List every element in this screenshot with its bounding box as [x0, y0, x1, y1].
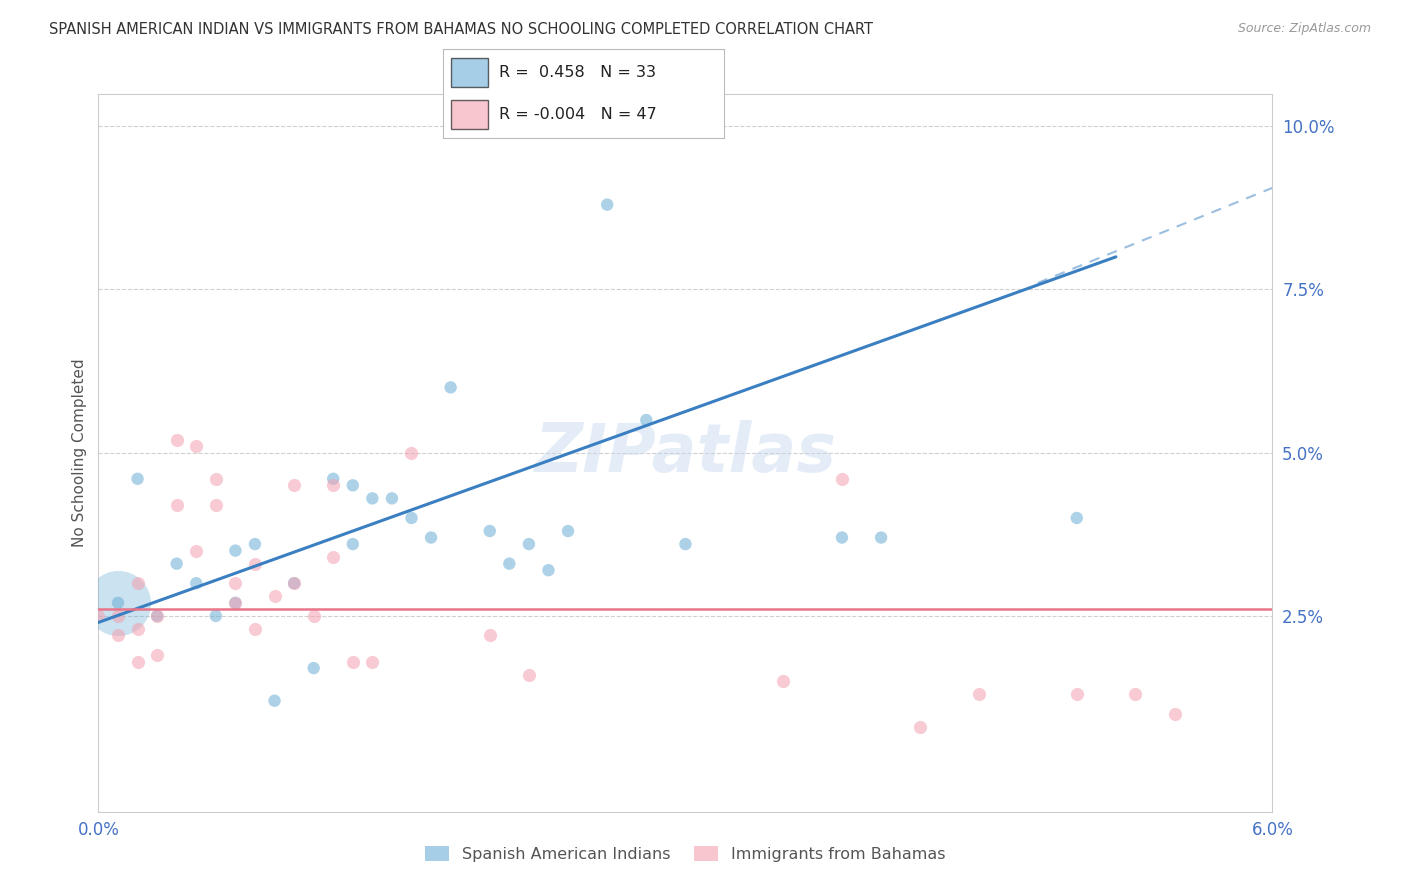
Point [166, 433, 188, 447]
Point [478, 524, 501, 538]
Point [401, 511, 423, 525]
Point [1066, 687, 1088, 701]
Text: R =  0.458   N = 33: R = 0.458 N = 33 [499, 65, 657, 80]
Point [440, 380, 463, 394]
Point [831, 472, 853, 486]
Point [967, 687, 990, 701]
Point [596, 197, 619, 211]
Point [127, 576, 149, 591]
Point [205, 472, 228, 486]
Text: Source: ZipAtlas.com: Source: ZipAtlas.com [1237, 22, 1371, 36]
Point [302, 608, 325, 623]
Point [557, 524, 579, 538]
Point [87, 608, 110, 623]
Point [263, 589, 285, 603]
Point [1163, 706, 1185, 721]
Point [283, 576, 305, 591]
Point [166, 557, 188, 571]
Point [342, 655, 364, 669]
Point [243, 622, 266, 636]
Point [831, 531, 853, 545]
Point [243, 537, 266, 551]
Text: R = -0.004   N = 47: R = -0.004 N = 47 [499, 107, 657, 122]
Point [517, 667, 540, 681]
Point [263, 694, 285, 708]
Point [361, 655, 384, 669]
Point [517, 537, 540, 551]
Point [107, 608, 129, 623]
Point [224, 596, 246, 610]
Point [870, 531, 893, 545]
Point [420, 531, 443, 545]
Point [146, 608, 169, 623]
Point [381, 491, 404, 506]
Point [322, 550, 344, 565]
Point [127, 655, 149, 669]
Point [107, 596, 129, 610]
Point [498, 557, 520, 571]
Point [322, 472, 344, 486]
Point [636, 413, 658, 427]
Point [127, 472, 149, 486]
Point [146, 608, 169, 623]
Point [772, 674, 794, 689]
Point [342, 478, 364, 492]
Point [205, 498, 228, 512]
Point [342, 537, 364, 551]
Legend: Spanish American Indians, Immigrants from Bahamas: Spanish American Indians, Immigrants fro… [419, 840, 952, 868]
Point [186, 543, 208, 558]
Point [478, 628, 501, 642]
Point [910, 720, 932, 734]
Point [205, 608, 228, 623]
Point [186, 439, 208, 453]
FancyBboxPatch shape [451, 58, 488, 87]
Point [107, 628, 129, 642]
Point [283, 478, 305, 492]
Point [224, 596, 246, 610]
Point [146, 648, 169, 662]
Point [224, 543, 246, 558]
Text: ZIPatlas: ZIPatlas [534, 420, 837, 485]
Point [361, 491, 384, 506]
Y-axis label: No Schooling Completed: No Schooling Completed [72, 359, 87, 547]
Point [107, 596, 129, 610]
Point [1125, 687, 1147, 701]
Point [537, 563, 560, 577]
Point [675, 537, 697, 551]
FancyBboxPatch shape [451, 100, 488, 129]
Point [186, 576, 208, 591]
Point [302, 661, 325, 675]
Point [1066, 511, 1088, 525]
Point [166, 498, 188, 512]
Point [401, 445, 423, 460]
Text: SPANISH AMERICAN INDIAN VS IMMIGRANTS FROM BAHAMAS NO SCHOOLING COMPLETED CORREL: SPANISH AMERICAN INDIAN VS IMMIGRANTS FR… [49, 22, 873, 37]
Point [243, 557, 266, 571]
Point [127, 622, 149, 636]
Point [224, 576, 246, 591]
Point [322, 478, 344, 492]
Point [283, 576, 305, 591]
